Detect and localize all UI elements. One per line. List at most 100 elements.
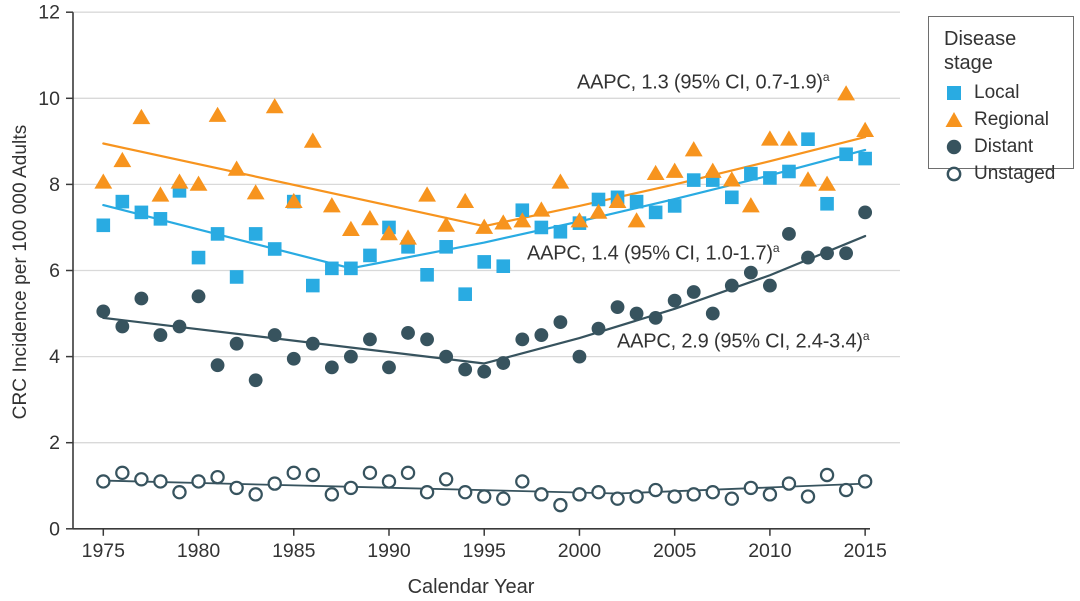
- annotation-regional-aapc: AAPC, 1.3 (95% CI, 0.7-1.9)a: [577, 70, 830, 95]
- local-point: [725, 190, 739, 205]
- distant-point: [572, 349, 587, 364]
- unstaged-point: [400, 465, 416, 481]
- distant-point: [686, 285, 701, 299]
- regional-point: [132, 108, 151, 125]
- distant-point: [248, 373, 263, 388]
- unstaged-point: [553, 497, 568, 513]
- unstaged-point: [496, 491, 511, 506]
- local-point: [210, 227, 225, 241]
- local-point: [306, 278, 320, 293]
- x-tick-label: 1995: [463, 540, 507, 562]
- regional-point: [665, 162, 684, 178]
- legend-label: Local: [974, 81, 1020, 103]
- distant-point: [839, 246, 853, 261]
- distant-point: [115, 319, 130, 334]
- unstaged-point: [172, 485, 187, 500]
- regional-point: [780, 130, 798, 146]
- unstaged-point: [648, 482, 663, 498]
- local-point: [191, 250, 206, 265]
- unstaged-point: [743, 480, 759, 496]
- distant-point: [515, 332, 530, 347]
- annotation-text: AAPC, 1.4 (95% CI, 1.0-1.7): [527, 242, 773, 265]
- regional-point: [703, 162, 722, 178]
- unstaged-point: [629, 489, 644, 504]
- distant-point: [858, 205, 873, 220]
- unstaged-point: [515, 474, 530, 489]
- unstaged-point: [705, 485, 720, 500]
- local-point: [267, 242, 282, 256]
- x-tick-label: 1980: [177, 540, 221, 562]
- distant-point: [667, 293, 682, 308]
- regional-point: [646, 164, 665, 181]
- regional-point: [380, 225, 398, 241]
- distant-point: [534, 328, 549, 342]
- legend-label: Regional: [974, 108, 1049, 130]
- y-tick-label: 2: [49, 432, 60, 454]
- distant-point: [134, 291, 149, 306]
- local-point: [458, 287, 472, 301]
- local-point: [134, 205, 149, 220]
- local-point: [439, 240, 453, 254]
- x-tick-label: 2000: [558, 540, 602, 562]
- x-tick-label: 2005: [653, 540, 697, 562]
- annotation-text: AAPC, 2.9 (95% CI, 2.4-3.4): [617, 330, 863, 353]
- regional-point: [456, 192, 475, 209]
- legend-label: Distant: [974, 135, 1034, 157]
- y-tick-label: 4: [49, 346, 60, 368]
- regional-point: [246, 184, 265, 200]
- unstaged-point: [343, 480, 359, 496]
- unstaged-point: [457, 485, 473, 500]
- distant-point: [610, 300, 625, 314]
- local-point: [477, 255, 492, 269]
- local-point: [667, 199, 682, 213]
- regional-point: [399, 229, 417, 245]
- local-point: [115, 194, 130, 209]
- unstaged-point: [819, 467, 835, 483]
- regional-point: [113, 151, 132, 168]
- annotation-local-aapc: AAPC, 1.4 (95% CI, 1.0-1.7)a: [527, 241, 780, 266]
- unstaged-marker-glyph: [946, 166, 962, 181]
- distant-point: [210, 358, 225, 373]
- unstaged-point: [115, 465, 130, 481]
- unstaged-point: [267, 476, 282, 491]
- distant-point: [724, 278, 739, 293]
- unstaged-point: [686, 487, 701, 502]
- y-tick-label: 12: [38, 2, 60, 24]
- unstaged-point: [210, 469, 225, 485]
- regional-point: [437, 216, 456, 232]
- local-point: [534, 220, 549, 235]
- local-marker-icon: [947, 85, 961, 100]
- unstaged-point: [534, 487, 549, 502]
- unstaged-point: [781, 476, 797, 491]
- x-tick-label: 2010: [748, 540, 792, 562]
- unstaged-point: [286, 465, 301, 481]
- distant-point: [591, 321, 606, 336]
- distant-point: [343, 349, 358, 364]
- unstaged-point: [477, 489, 492, 504]
- y-tick-label: 0: [49, 518, 60, 540]
- regional-point: [189, 175, 208, 191]
- unstaged-point: [419, 485, 435, 500]
- distant-point: [648, 310, 663, 325]
- regional-point: [684, 141, 703, 157]
- distant-point: [267, 328, 282, 342]
- local-point: [96, 218, 111, 233]
- distant-point: [401, 326, 415, 340]
- unstaged-point: [800, 489, 816, 504]
- y-axis-title: CRC Incidence per 100 000 Adults: [10, 124, 31, 420]
- x-axis-title: Calendar Year: [407, 576, 535, 598]
- local-point: [629, 194, 644, 209]
- unstaged-point: [857, 474, 873, 489]
- distant-point: [286, 351, 301, 366]
- unstaged-point: [96, 474, 111, 489]
- unstaged-point: [229, 480, 244, 496]
- local-point: [229, 270, 244, 284]
- distant-trend-line: [102, 234, 867, 365]
- distant-point: [229, 336, 244, 351]
- unstaged-point: [191, 474, 206, 489]
- unstaged-point: [667, 489, 682, 504]
- local-point: [839, 147, 853, 162]
- regional-point: [532, 201, 551, 217]
- unstaged-point: [381, 474, 397, 489]
- regional-point: [361, 210, 379, 226]
